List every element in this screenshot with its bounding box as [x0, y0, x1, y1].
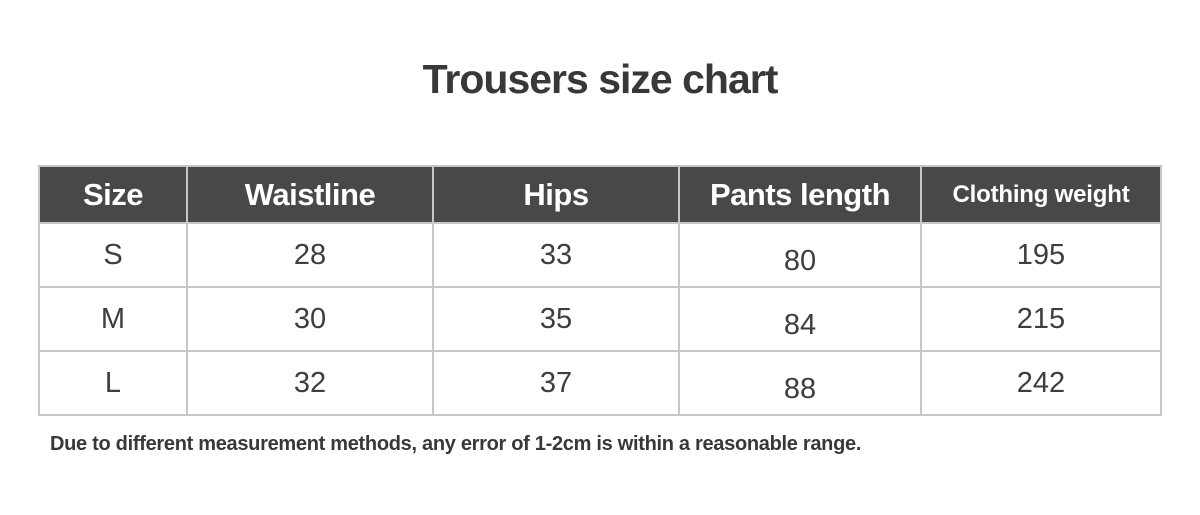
header-waistline: Waistline — [186, 165, 434, 224]
cell-pants-length: 84 — [678, 286, 922, 352]
cell-pants-length: 88 — [678, 350, 922, 416]
cell-size: L — [38, 350, 188, 416]
table-row-size-m: M 30 35 84 215 — [38, 286, 1162, 352]
table-row-size-s: S 28 33 80 195 — [38, 222, 1162, 288]
size-chart-table: Size Waistline Hips Pants length Clothin… — [38, 165, 1162, 416]
cell-waistline: 30 — [186, 286, 434, 352]
cell-waistline: 32 — [186, 350, 434, 416]
footnote: Due to different measurement methods, an… — [50, 433, 862, 455]
cell-size: M — [38, 286, 188, 352]
cell-hips: 33 — [432, 222, 680, 288]
header-clothing-weight: Clothing weight — [920, 165, 1162, 224]
table-row-size-l: L 32 37 88 242 — [38, 350, 1162, 416]
cell-waistline: 28 — [186, 222, 434, 288]
table-header-row: Size Waistline Hips Pants length Clothin… — [38, 165, 1162, 224]
cell-size: S — [38, 222, 188, 288]
header-size: Size — [38, 165, 188, 224]
cell-clothing-weight: 195 — [920, 222, 1162, 288]
header-pants-length: Pants length — [678, 165, 922, 224]
cell-hips: 35 — [432, 286, 680, 352]
cell-hips: 37 — [432, 350, 680, 416]
cell-pants-length: 80 — [678, 222, 922, 288]
cell-clothing-weight: 215 — [920, 286, 1162, 352]
page-title: Trousers size chart — [422, 56, 779, 102]
header-hips: Hips — [432, 165, 680, 224]
cell-clothing-weight: 242 — [920, 350, 1162, 416]
